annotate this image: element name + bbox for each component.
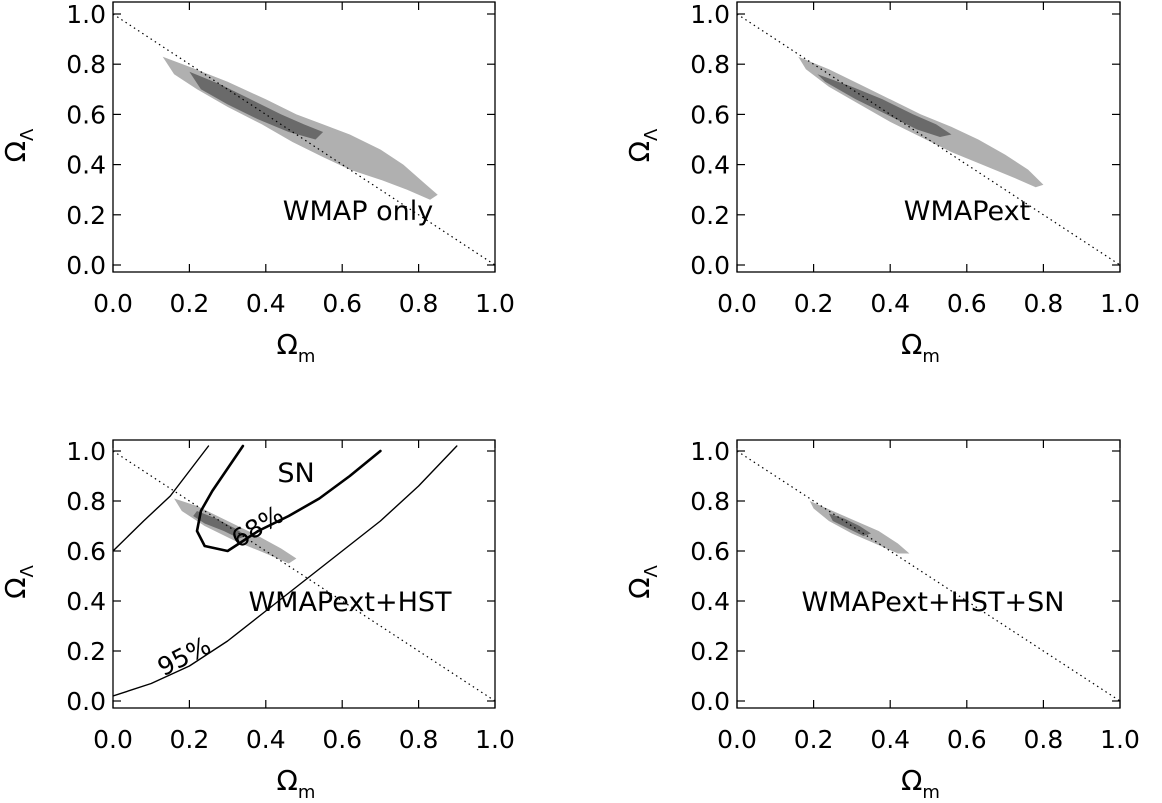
y-tick-label: 0.0	[66, 687, 106, 716]
x-tick-label: 0.8	[1024, 289, 1064, 318]
y-tick-label: 0.4	[66, 151, 106, 180]
x-tick-label: 0.4	[246, 725, 286, 754]
sn-contour-95-2	[113, 445, 458, 697]
y-tick-label: 0.8	[66, 487, 106, 516]
x-tick-label: 1.0	[475, 289, 515, 318]
confidence-region-68	[189, 71, 324, 140]
flat-universe-line	[737, 13, 1120, 266]
x-axis-label: Ωm	[277, 328, 316, 367]
panel-label: WMAPext+HST	[248, 587, 452, 618]
panel-4: 0.0 0.2 0.4 0.6 0.8 1.0 0.0 0.2 0.4 0.6 0.8 1.0 Ωm ΩΛ…	[623, 437, 1140, 803]
y-tick-label: 0.6	[66, 537, 106, 566]
confidence-region-68	[193, 511, 247, 539]
plot-frame	[736, 1, 1121, 273]
plot-area	[737, 450, 1120, 702]
x-tick-label: 0.0	[93, 725, 133, 754]
y-tick-label: 0.6	[690, 100, 730, 129]
y-tick-label: 1.0	[690, 0, 730, 29]
flat-universe-line	[113, 13, 495, 266]
x-tick-label: 0.0	[717, 289, 757, 318]
y-axis-label: ΩΛ	[623, 128, 662, 162]
x-axis-label: Ωm	[901, 328, 940, 367]
plot-frame	[736, 439, 1121, 709]
y-tick-label: 1.0	[66, 0, 106, 29]
y-tick-label: 0.6	[66, 100, 106, 129]
x-tick-label: 0.8	[399, 289, 439, 318]
x-tick-label: 0.2	[794, 725, 834, 754]
plot-area	[113, 13, 495, 266]
x-tick-label: 1.0	[1100, 725, 1140, 754]
x-tick-label: 0.8	[399, 725, 439, 754]
y-tick-label: 0.4	[690, 151, 730, 180]
y-tick-label: 0.2	[66, 201, 106, 230]
x-axis-label: Ωm	[901, 764, 940, 803]
y-tick-label: 1.0	[66, 437, 106, 466]
x-tick-label: 1.0	[1100, 289, 1140, 318]
x-tick-label: 0.2	[794, 289, 834, 318]
x-tick-label: 0.6	[947, 289, 987, 318]
contour-label-95: 95%	[153, 631, 216, 682]
x-tick-label: 0.0	[93, 289, 133, 318]
y-tick-label: 0.4	[66, 587, 106, 616]
y-tick-label: 0.2	[690, 637, 730, 666]
sn-contour-68-0	[195, 444, 382, 553]
plot-frame	[112, 439, 496, 709]
panel-2: 0.0 0.2 0.4 0.6 0.8 1.0 0.0 0.2 0.4 0.6 0.8 1.0 Ωm ΩΛ…	[623, 0, 1140, 367]
y-tick-label: 0.4	[690, 587, 730, 616]
y-tick-label: 0.2	[690, 201, 730, 230]
x-tick-label: 0.8	[1024, 725, 1064, 754]
x-tick-label: 0.4	[870, 725, 910, 754]
panel-label: WMAPext	[904, 196, 1030, 227]
flat-universe-line	[113, 450, 495, 702]
sn-contour-95-1	[113, 445, 210, 552]
y-tick-label: 1.0	[690, 437, 730, 466]
x-axis-label: Ωm	[277, 764, 316, 803]
x-tick-label: 0.6	[322, 725, 362, 754]
confidence-region-68	[817, 74, 952, 137]
x-tick-label: 0.0	[717, 725, 757, 754]
confidence-region-68	[828, 513, 871, 536]
y-tick-label: 0.2	[66, 637, 106, 666]
plot-area	[737, 13, 1120, 266]
sn-label: SN	[277, 458, 314, 489]
y-tick-label: 0.0	[66, 251, 106, 280]
y-tick-label: 0.8	[690, 487, 730, 516]
y-tick-label: 0.8	[690, 50, 730, 79]
y-axis-label: ΩΛ	[623, 564, 662, 598]
panel-1: 0.0 0.2 0.4 0.6 0.8 1.0 0.0 0.2 0.4 0.6 0.8 1.0 Ωm ΩΛ…	[0, 0, 515, 367]
x-tick-label: 0.6	[947, 725, 987, 754]
x-tick-label: 0.2	[170, 289, 210, 318]
plot-frame	[112, 1, 496, 273]
x-tick-label: 0.2	[170, 725, 210, 754]
y-tick-label: 0.8	[66, 50, 106, 79]
y-axis-label: ΩΛ	[0, 128, 38, 162]
y-axis-label: ΩΛ	[0, 564, 38, 598]
y-tick-label: 0.6	[690, 537, 730, 566]
plot-area	[113, 444, 495, 702]
panel-label: WMAP only	[283, 196, 433, 227]
panel-label: WMAPext+HST+SN	[802, 587, 1065, 618]
y-tick-label: 0.0	[690, 251, 730, 280]
y-tick-label: 0.0	[690, 687, 730, 716]
x-tick-label: 0.4	[870, 289, 910, 318]
x-tick-label: 1.0	[475, 725, 515, 754]
x-tick-label: 0.6	[322, 289, 362, 318]
panel-3: 0.0 0.2 0.4 0.6 0.8 1.0 0.0 0.2 0.4 0.6 0.8 1.0 Ωm ΩΛ…	[0, 437, 515, 803]
x-tick-label: 0.4	[246, 289, 286, 318]
flat-universe-line	[737, 450, 1120, 702]
